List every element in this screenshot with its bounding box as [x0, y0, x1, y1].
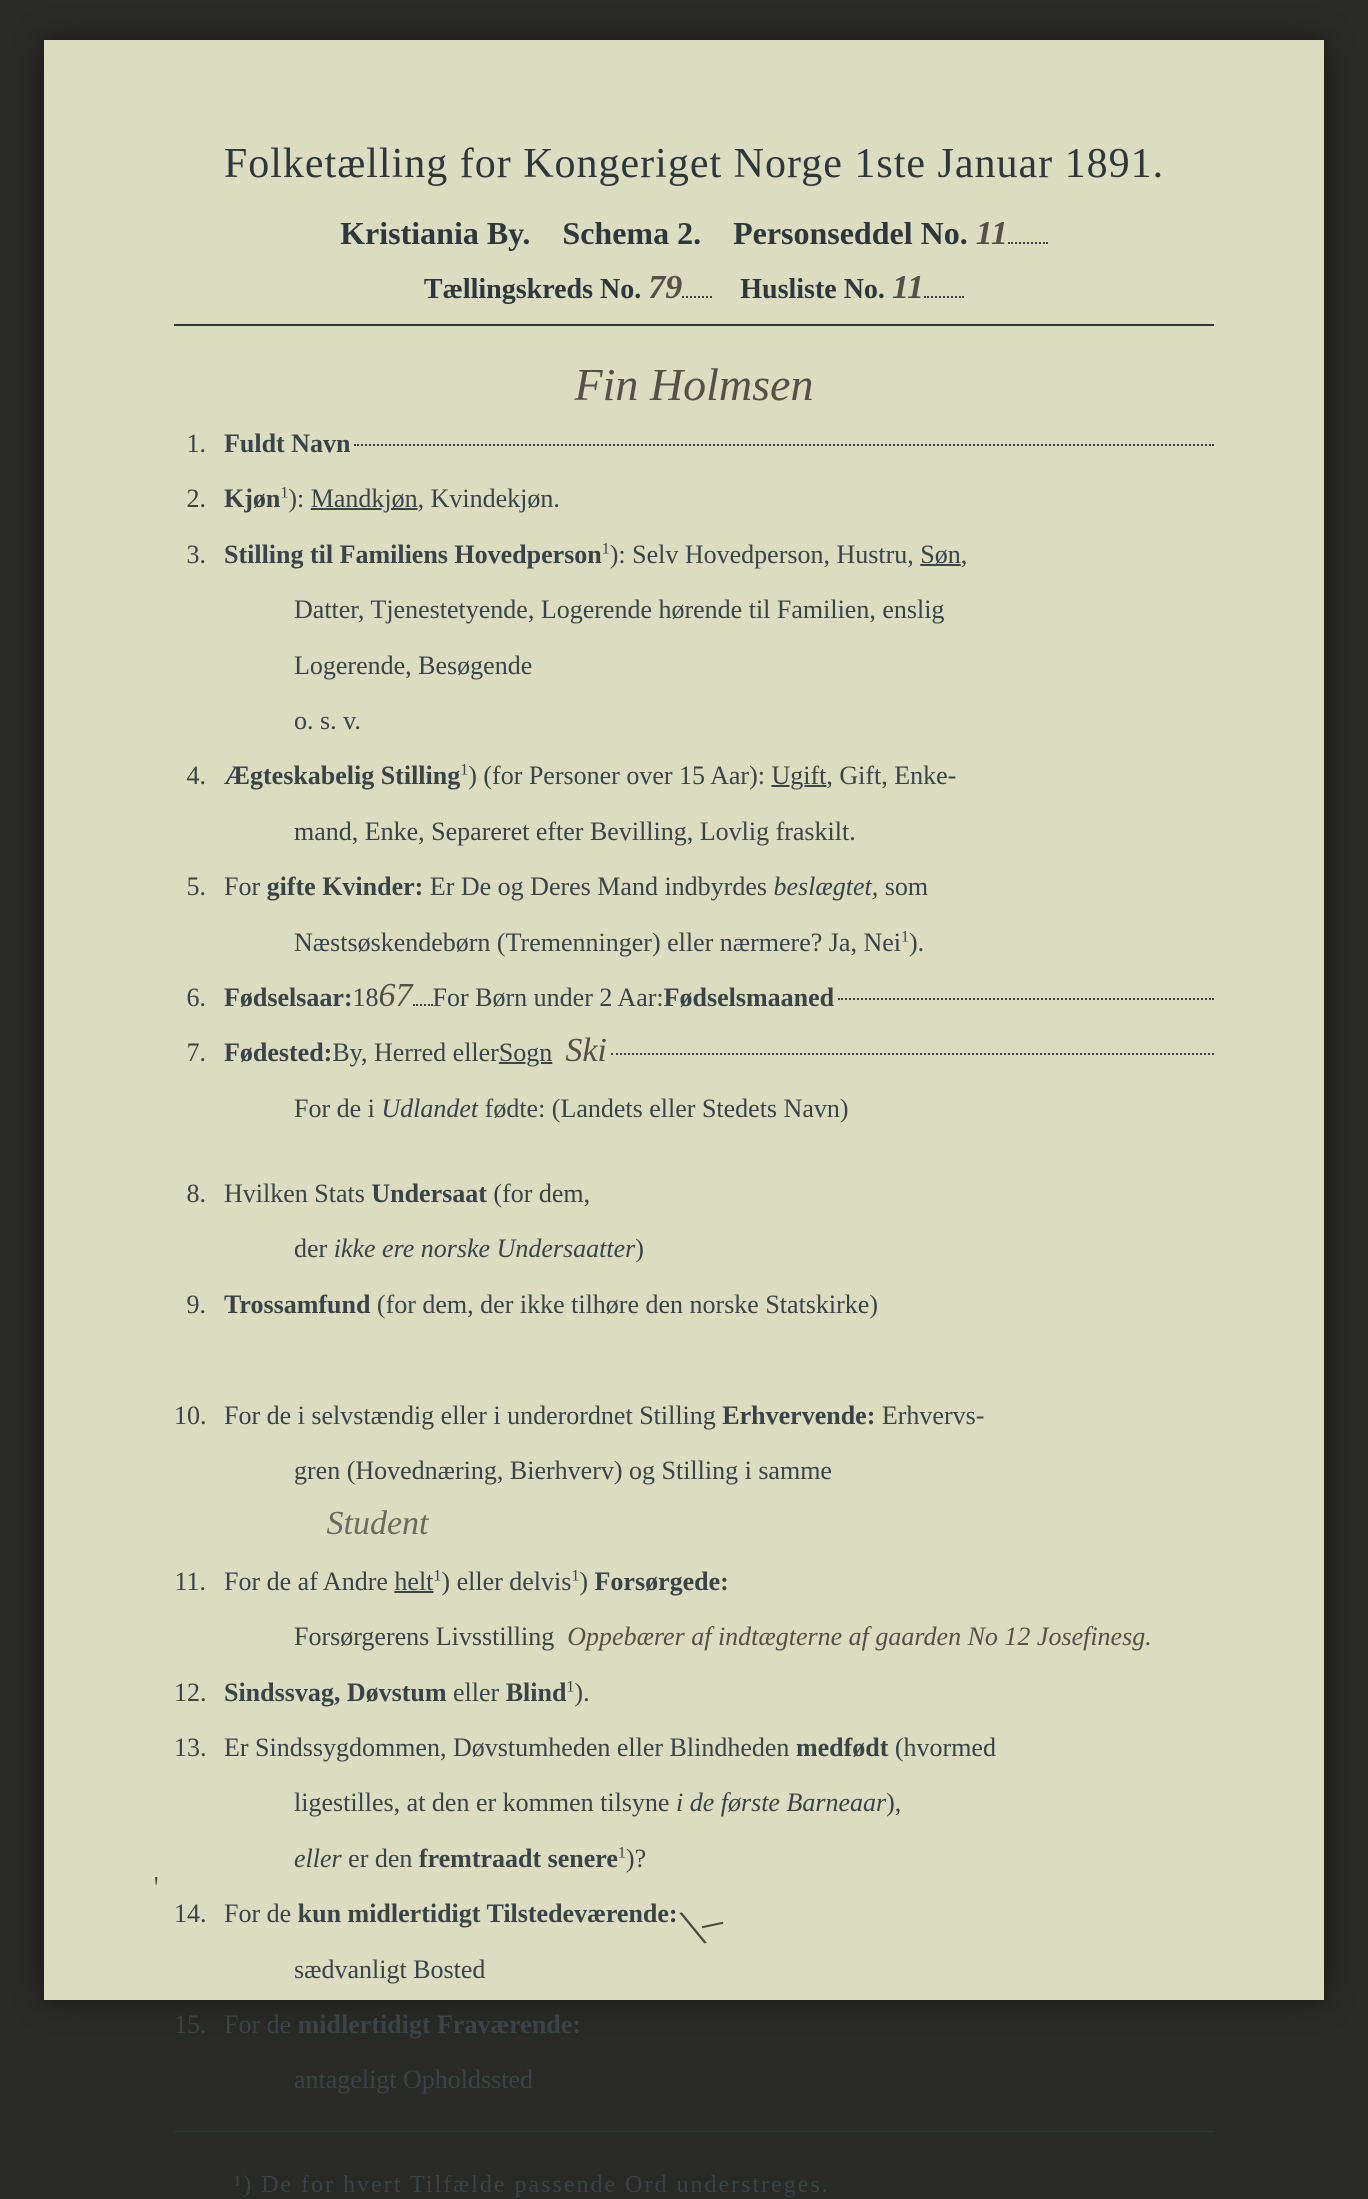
label-10: Erhvervende:	[722, 1401, 875, 1430]
item-8: 8. Hvilken Stats Undersaat (for dem,	[174, 1169, 1214, 1218]
item-1: 1. Fuldt Navn	[174, 419, 1214, 468]
item-3-cont1: Datter, Tjenestetyende, Logerende hørend…	[174, 585, 1214, 634]
subtitle-prefix: Kristiania By. Schema 2. Personseddel No…	[340, 215, 968, 251]
label-9: Trossamfund	[224, 1290, 370, 1319]
occupation-value: Student	[327, 1510, 429, 1537]
item-3: 3. Stilling til Familiens Hovedperson1):…	[174, 530, 1214, 579]
label-3: Stilling til Familiens Hovedperson	[224, 540, 602, 569]
subtitle-line-2: Tællingskreds No. 79 Husliste No. 11	[174, 270, 1214, 306]
label-5: gifte Kvinder:	[267, 872, 424, 901]
item-13-cont1: ligestilles, at den er kommen tilsyne i …	[174, 1778, 1214, 1827]
divider-bottom	[174, 2131, 1214, 2132]
item-11: 11. For de af Andre helt1) eller delvis1…	[174, 1557, 1214, 1606]
item-13: 13. Er Sindssygdommen, Døvstumheden elle…	[174, 1723, 1214, 1772]
item-10: 10. For de i selvstændig eller i underor…	[174, 1391, 1214, 1440]
stray-mark-2-icon: ꞌ	[154, 1873, 158, 1900]
footnote: ¹) De for hvert Tilfælde passende Ord un…	[174, 2172, 1214, 2199]
item-3-cont3: o. s. v.	[174, 696, 1214, 745]
label-6: Fødselsaar:	[224, 973, 353, 1022]
label-6b: Fødselsmaaned	[664, 973, 834, 1022]
item-7-cont1: For de i Udlandet fødte: (Landets eller …	[174, 1084, 1214, 1133]
kreds-no-value: 79	[648, 274, 682, 301]
label-13: medfødt	[796, 1733, 888, 1762]
divider-top	[174, 324, 1214, 326]
item-2: 2. Kjøn1): Mandkjøn, Kvindekjøn.	[174, 474, 1214, 523]
birth-year-value: 67	[379, 982, 413, 1009]
item-12: 12. Sindssvag, Døvstum eller Blind1).	[174, 1668, 1214, 1717]
stray-mark-icon: ╲─	[681, 1905, 727, 1947]
husliste-label: Husliste No.	[740, 274, 885, 305]
item-14-cont1: sædvanligt Bosted	[174, 1945, 1214, 1994]
husliste-no-value: 11	[892, 274, 924, 301]
opt-kvindekjon: , Kvindekjøn.	[418, 484, 560, 513]
birthplace-value: Ski	[565, 1037, 607, 1064]
label-12b: Blind	[506, 1678, 567, 1707]
label-11: Forsørgede:	[588, 1567, 729, 1596]
kreds-label: Tællingskreds No.	[424, 274, 641, 305]
item-11-cont1: Forsørgerens Livsstilling Oppebærer af i…	[174, 1612, 1214, 1661]
item4-ugift: Ugift	[771, 761, 826, 790]
personseddel-no-value: 11	[976, 220, 1008, 247]
item-10-answer: Student	[174, 1501, 1214, 1550]
label-14: kun midlertidigt Tilstedeværende:	[298, 1899, 678, 1928]
item-9: 9. Trossamfund (for dem, der ikke tilhør…	[174, 1280, 1214, 1329]
name-handwritten-row: Fin Holmsen	[174, 358, 1214, 411]
label-4: Ægteskabelig Stilling	[224, 761, 460, 790]
item-4-cont1: mand, Enke, Separeret efter Bevilling, L…	[174, 807, 1214, 856]
item-5: 5. For gifte Kvinder: Er De og Deres Man…	[174, 862, 1214, 911]
label-2: Kjøn	[224, 484, 280, 513]
item3-son: Søn	[920, 540, 960, 569]
label-8: Undersaat	[371, 1179, 487, 1208]
census-form-page: Folketælling for Kongeriget Norge 1ste J…	[44, 40, 1324, 2000]
item-4: 4. Ægteskabelig Stilling1) (for Personer…	[174, 751, 1214, 800]
label-1: Fuldt Navn	[224, 419, 350, 468]
item-9-blank	[174, 1335, 1214, 1384]
item-15: 15. For de midlertidigt Fraværende:	[174, 2000, 1214, 2049]
item-6: 6. Fødselsaar: 18 67 For Børn under 2 Aa…	[174, 973, 1214, 1022]
item-15-cont1: antageligt Opholdssted	[174, 2055, 1214, 2104]
item-8-cont: der ikke ere norske Undersaatter)	[174, 1224, 1214, 1273]
subtitle-line-1: Kristiania By. Schema 2. Personseddel No…	[174, 212, 1214, 252]
label-7: Fødested:	[224, 1028, 332, 1077]
label-12a: Sindssvag, Døvstum	[224, 1678, 447, 1707]
full-name-value: Fin Holmsen	[575, 358, 814, 411]
item-7: 7. Fødested: By, Herred eller Sogn Ski	[174, 1028, 1214, 1077]
item-13-cont2: eller er den fremtraadt senere1)?	[174, 1834, 1214, 1883]
item-10-cont1: gren (Hovednæring, Bierhverv) og Stillin…	[174, 1446, 1214, 1495]
main-title: Folketælling for Kongeriget Norge 1ste J…	[174, 140, 1214, 188]
opt-mandkjon: Mandkjøn	[311, 484, 418, 513]
item-3-cont2: Logerende, Besøgende	[174, 641, 1214, 690]
item3-opts: Selv Hovedperson, Hustru,	[632, 540, 920, 569]
item-5-cont1: Næstsøskendebørn (Tremenninger) eller næ…	[174, 918, 1214, 967]
label-15: midlertidigt Fraværende:	[298, 2010, 581, 2039]
provider-value: Oppebærer af indtægterne af gaarden No 1…	[567, 1627, 1151, 1648]
